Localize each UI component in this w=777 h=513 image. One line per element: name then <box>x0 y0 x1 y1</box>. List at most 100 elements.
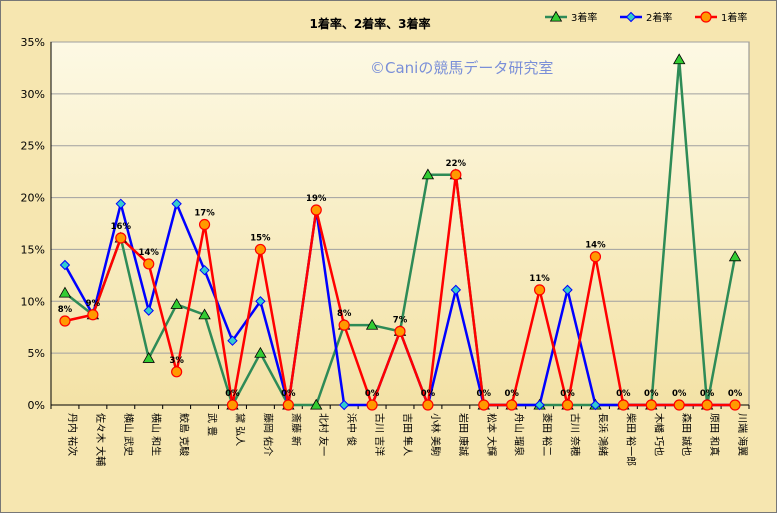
chart-title: 1着率、2着率、3着率 <box>309 16 430 31</box>
y-tick-label: 0% <box>28 399 45 412</box>
point-third <box>198 308 211 320</box>
x-tick-label: 横山 和生 <box>150 413 163 456</box>
point-second <box>171 198 182 210</box>
data-label: 0% <box>728 389 743 399</box>
point-third <box>365 318 379 330</box>
x-tick-label: 鮫島 克駿 <box>178 413 191 456</box>
x-tick-label: 長浜 鴻緒 <box>596 413 609 456</box>
data-label: 0% <box>281 389 296 399</box>
point-second <box>534 399 545 411</box>
point-first <box>422 399 434 411</box>
data-label: 8% <box>58 305 73 315</box>
x-tick-label: 北村 友一 <box>317 413 330 456</box>
point-first <box>115 232 127 244</box>
data-label: 9% <box>86 299 101 309</box>
data-label: 3% <box>169 356 184 366</box>
point-first <box>226 399 239 411</box>
x-tick-label: 柴田 裕一郎 <box>624 413 637 466</box>
data-label: 0% <box>672 389 687 399</box>
data-label: 22% <box>446 159 467 169</box>
point-first <box>59 315 71 327</box>
point-second <box>143 305 154 316</box>
x-tick-label: 佐々木 大輔 <box>94 413 107 466</box>
point-third <box>58 286 72 298</box>
data-label: 0% <box>365 389 380 399</box>
point-second <box>338 399 350 411</box>
y-tick-label: 20% <box>21 192 45 205</box>
x-tick-label: 岩田 康誠 <box>457 413 470 456</box>
point-second <box>59 259 71 271</box>
y-tick-label: 30% <box>21 88 45 101</box>
legend-label: 3着率 <box>571 11 597 24</box>
y-tick-label: 5% <box>28 347 45 360</box>
data-label: 8% <box>337 309 352 319</box>
point-first <box>394 325 406 337</box>
data-label: 17% <box>194 209 215 219</box>
point-first <box>254 243 266 256</box>
point-first <box>87 309 99 321</box>
point-second <box>450 284 462 296</box>
data-label: 0% <box>477 389 492 399</box>
point-third <box>170 298 183 309</box>
data-label: 0% <box>644 389 659 399</box>
x-tick-label: 川端 海翼 <box>736 413 749 456</box>
point-first <box>282 399 294 411</box>
point-first <box>338 319 350 331</box>
point-first <box>589 251 602 263</box>
x-tick-label: 吉田 隼人 <box>401 413 414 456</box>
plot-area <box>50 41 750 406</box>
x-tick-label: 菱田 裕二 <box>541 413 554 456</box>
point-second <box>590 399 601 411</box>
point-first <box>478 399 490 411</box>
point-first <box>729 399 741 411</box>
legend: 3着率 2着率 1着率 <box>545 10 747 24</box>
data-label: 15% <box>250 233 271 243</box>
legend-marker-third <box>549 10 563 22</box>
y-tick-label: 10% <box>21 295 45 308</box>
x-tick-label: 丹内 祐次 <box>66 413 79 456</box>
x-tick-label: 森田 誠也 <box>680 413 693 456</box>
point-second <box>199 264 210 276</box>
point-third <box>673 53 686 65</box>
y-tick-label: 35% <box>21 36 45 49</box>
data-label: 0% <box>616 389 631 399</box>
legend-label: 1着率 <box>721 11 747 24</box>
point-second <box>115 198 127 210</box>
x-tick-label: 古川 奈穂 <box>569 413 582 456</box>
y-tick-label: 15% <box>21 243 45 256</box>
x-tick-label: 小林 美駒 <box>429 413 442 456</box>
data-label: 0% <box>421 389 436 399</box>
x-tick-label: 木幡 巧也 <box>652 413 665 456</box>
point-first <box>450 169 462 181</box>
x-tick-label: 藤岡 佑介 <box>261 413 274 456</box>
point-first <box>506 399 518 411</box>
x-tick-label: 松本 大輝 <box>485 413 498 456</box>
point-third <box>421 168 435 180</box>
point-first <box>533 284 546 296</box>
x-tick-label: 舟山 瑠泉 <box>513 413 526 456</box>
legend-marker-first <box>700 11 712 23</box>
point-second <box>227 335 238 346</box>
data-label: 7% <box>393 315 408 325</box>
x-tick-label: 横山 武史 <box>122 413 135 456</box>
data-label: 16% <box>111 222 132 232</box>
point-first <box>561 399 574 411</box>
point-first <box>310 204 322 216</box>
point-first <box>198 218 211 231</box>
point-second <box>562 284 573 296</box>
x-tick-label: 原田 和真 <box>708 413 721 456</box>
point-third <box>142 352 155 363</box>
x-tick-label: 武 豊 <box>206 413 219 436</box>
point-third <box>728 250 742 262</box>
point-first <box>701 399 713 411</box>
data-label: 14% <box>585 241 606 251</box>
legend-label: 2着率 <box>646 11 672 24</box>
legend-marker-second <box>625 11 637 23</box>
watermark-text: ©Caniの競馬データ研究室 <box>370 59 553 77</box>
data-label: 14% <box>139 248 160 258</box>
point-first <box>617 399 629 411</box>
x-tick-label: 斎藤 新 <box>289 413 302 446</box>
point-first <box>366 399 378 411</box>
x-tick-label: 浜中 俊 <box>345 413 358 446</box>
